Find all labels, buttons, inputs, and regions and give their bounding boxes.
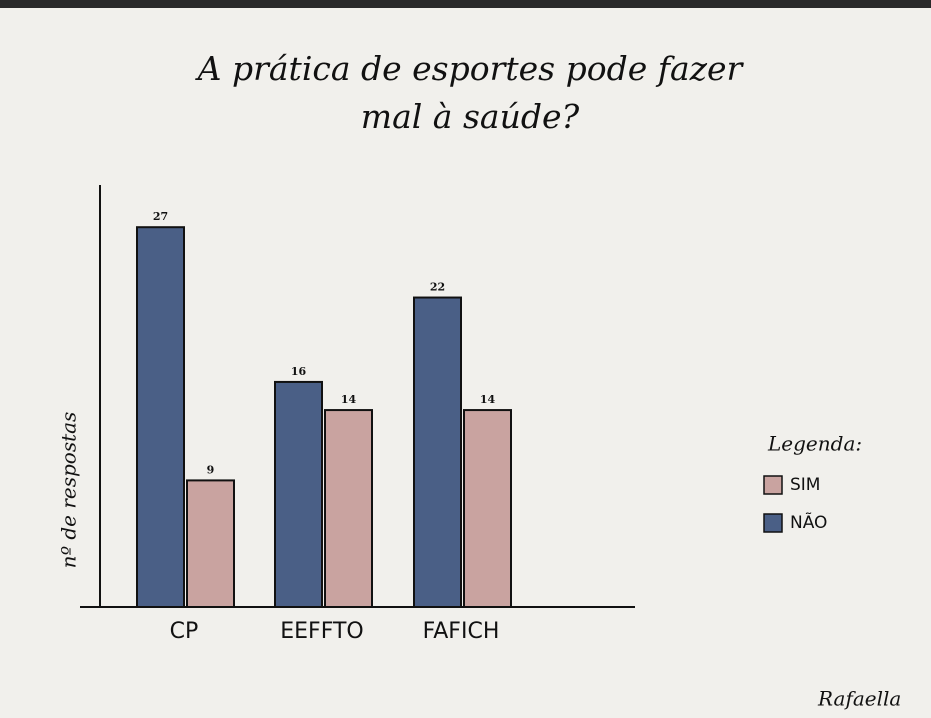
bar [463, 409, 512, 609]
legend-label: NÃO [790, 511, 827, 533]
value-label: 27 [153, 210, 168, 223]
value-label: 14 [480, 393, 496, 406]
value-label: 16 [291, 365, 307, 378]
bar [413, 296, 462, 608]
bar [274, 380, 323, 608]
x-tick-label: CP [170, 619, 199, 644]
bar [136, 226, 185, 608]
bar [186, 479, 235, 608]
legend-label: SIM [790, 475, 820, 495]
bar [324, 409, 373, 609]
photo-edge [0, 0, 931, 8]
y-axis-label: nº de respostas [57, 412, 81, 569]
chart-title: A prática de esportes pode fazer mal à s… [197, 49, 743, 136]
x-tick-label: FAFICH [423, 619, 500, 644]
x-tick-label: EEFFTO [280, 619, 363, 644]
legend-swatch [763, 513, 783, 533]
value-label: 9 [207, 463, 215, 476]
value-label: 22 [430, 281, 445, 294]
author: Rafaella [817, 687, 901, 711]
legend-title: Legenda: [767, 432, 862, 456]
value-label: 14 [341, 393, 357, 406]
legend-swatch [763, 475, 783, 495]
